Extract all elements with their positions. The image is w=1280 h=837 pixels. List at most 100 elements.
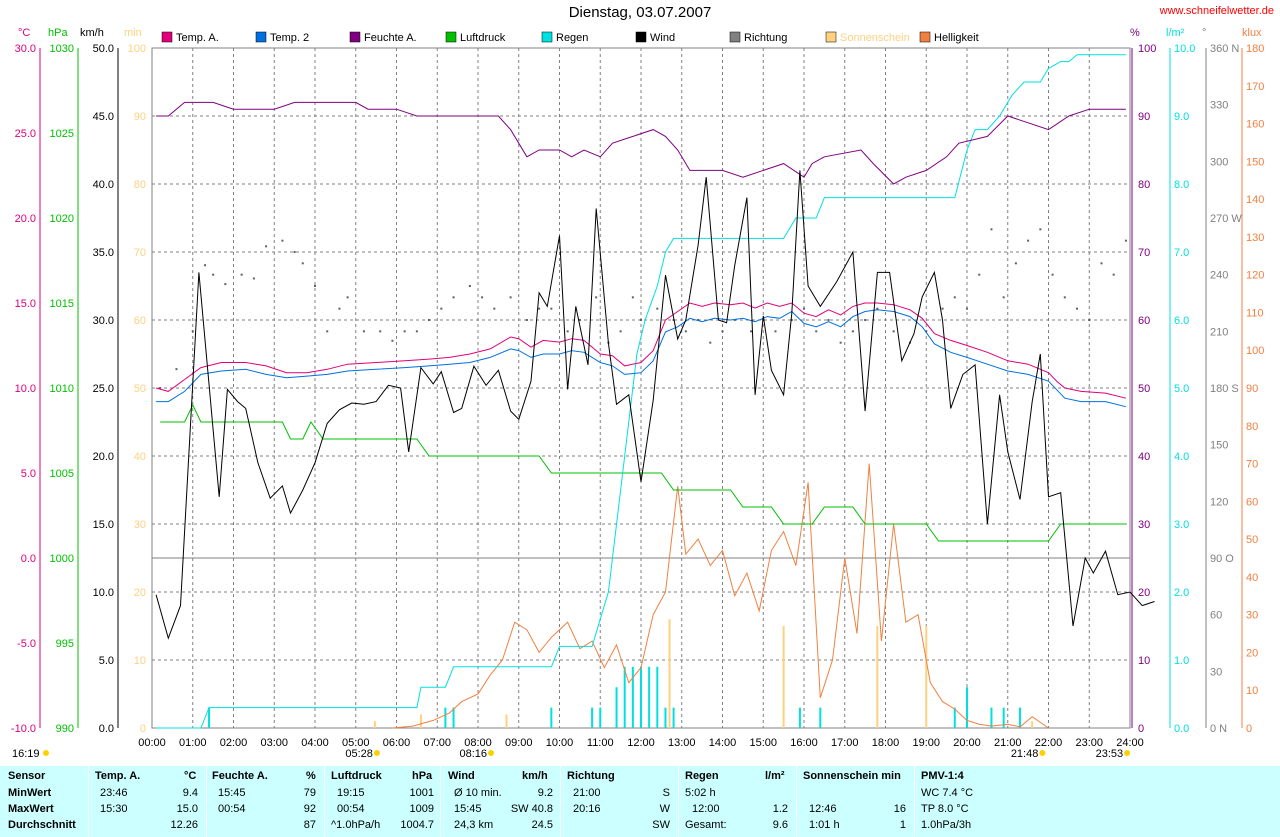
sun-minutes-axis-tick-label: 10: [134, 655, 146, 667]
rain-axis-tick-label: 7.0: [1174, 247, 1189, 259]
lux-axis-tick-label: 110: [1246, 307, 1264, 319]
sun-icon: [373, 750, 380, 756]
sun-icon: [1124, 750, 1131, 756]
axis-unit-label: °C: [18, 27, 30, 39]
min-feuchte-value: 79: [303, 787, 316, 799]
x-tick-label: 16:00: [790, 737, 818, 749]
direction-point: [224, 283, 227, 286]
header-pmv: PMV-1:4: [921, 770, 964, 782]
header-temp: Temp. A.: [95, 770, 141, 782]
x-tick-label: 18:00: [872, 737, 900, 749]
direction-point: [415, 330, 418, 333]
direction-point: [212, 273, 215, 276]
temp-axis-tick-label: 0.0: [21, 553, 36, 565]
legend-label: Richtung: [744, 32, 787, 44]
direction-point: [1100, 262, 1103, 265]
direction-point: [452, 296, 455, 299]
max-wind-time: 15:45: [454, 803, 482, 815]
direction-point: [631, 296, 634, 299]
direction-point: [595, 296, 598, 299]
x-tick-label: 04:00: [301, 737, 329, 749]
max-luftdruck-value: 1009: [409, 803, 434, 815]
min-temp-time: 23:46: [100, 787, 128, 799]
humidity-axis-tick-label: 60: [1138, 315, 1150, 327]
rain-axis-tick-label: 1.0: [1174, 655, 1189, 667]
direction-point: [468, 285, 471, 287]
direction-point: [566, 330, 569, 333]
max-temp-time: 15:30: [100, 803, 128, 815]
max-feuchte-time: 00:54: [218, 803, 246, 815]
direction-point: [538, 307, 541, 310]
lux-axis-tick-label: 130: [1246, 232, 1264, 244]
direction-point: [1112, 273, 1115, 276]
stats-avg-row: Durchschnitt 12.26 87 ^1.0hPa/h 1004.7 2…: [0, 819, 1280, 835]
min-richtung-value: S: [662, 787, 670, 799]
header-temp-unit: °C: [184, 770, 197, 782]
sun-icon: [488, 750, 495, 756]
sun-marker-label: 08:16: [459, 748, 487, 760]
series-line-wind: [155, 170, 1155, 640]
legend-label: Sonnenschein: [840, 32, 910, 44]
series-line-helligkeit: [392, 463, 1049, 729]
sun-minutes-axis-tick-label: 70: [134, 247, 146, 259]
direction-point: [774, 330, 777, 333]
direction-point: [815, 330, 818, 333]
x-tick-label: 11:00: [587, 737, 614, 749]
direction-point: [240, 273, 243, 276]
temp-axis-tick-label: 20.0: [15, 213, 36, 225]
direction-point: [301, 262, 304, 265]
direction-point: [839, 341, 842, 344]
wind-axis-tick-label: 35.0: [93, 247, 114, 259]
pressure-axis-tick-label: 1025: [50, 128, 74, 140]
lux-axis-tick-label: 80: [1246, 421, 1258, 433]
direction-point: [684, 330, 687, 333]
pressure-axis-tick-label: 1000: [50, 553, 74, 565]
label-max: MaxWert: [8, 803, 54, 815]
sun-minutes-axis-tick-label: 20: [134, 587, 146, 599]
website-link[interactable]: www.schneifelwetter.de: [1159, 5, 1274, 17]
humidity-axis-tick-label: 70: [1138, 247, 1150, 259]
humidity-axis-tick-label: 90: [1138, 111, 1150, 123]
direction-point: [1063, 296, 1066, 299]
direction-point: [697, 319, 700, 321]
min-wind-value: 9.2: [537, 787, 553, 799]
legend-label: Temp. 2: [270, 32, 309, 44]
direction-point: [750, 330, 753, 333]
lux-axis-tick-label: 60: [1246, 496, 1258, 508]
legend-swatch: [349, 31, 361, 43]
avg-temp-value: 12.26: [170, 819, 198, 831]
direction-point: [640, 319, 642, 321]
wind-axis-tick-label: 0.0: [99, 723, 114, 735]
pressure-axis-tick-label: 990: [56, 723, 74, 735]
lux-axis-tick-label: 150: [1246, 156, 1264, 168]
x-tick-label: 03:00: [260, 737, 288, 749]
avg-wind-value: 24.5: [531, 819, 553, 831]
avg-feuchte-value: 87: [303, 819, 316, 831]
direction-point: [191, 330, 194, 333]
direction-point: [578, 319, 581, 321]
humidity-axis-tick-label: 100: [1138, 43, 1156, 55]
wind-axis-tick-label: 30.0: [93, 315, 114, 327]
direction-point: [619, 330, 622, 333]
avg-pmv: 1.0hPa/3h: [921, 819, 972, 831]
direction-axis-tick-label: 30: [1210, 666, 1222, 678]
direction-point: [314, 285, 316, 287]
x-tick-label: 05:00: [342, 737, 370, 749]
sun-marker-label: 05:28: [345, 748, 373, 760]
lux-axis-tick-label: 170: [1246, 81, 1264, 93]
direction-point: [990, 228, 993, 231]
wind-axis-tick-label: 45.0: [93, 111, 114, 123]
sun-minutes-axis-tick-label: 50: [134, 383, 146, 395]
sun-minutes-axis-tick-label: 100: [128, 43, 146, 55]
direction-point: [925, 330, 928, 333]
rain-axis-tick-label: 0.0: [1174, 723, 1189, 735]
direction-point: [265, 245, 268, 248]
x-tick-label: 09:00: [505, 737, 533, 749]
sun-minutes-axis-tick-label: 30: [134, 519, 146, 531]
min-richtung-time: 21:00: [573, 787, 601, 799]
direction-point: [379, 330, 382, 333]
direction-point: [481, 296, 484, 299]
lux-axis-tick-label: 140: [1246, 194, 1264, 206]
legend-swatch: [161, 31, 173, 43]
x-tick-label: 10:00: [546, 737, 574, 749]
